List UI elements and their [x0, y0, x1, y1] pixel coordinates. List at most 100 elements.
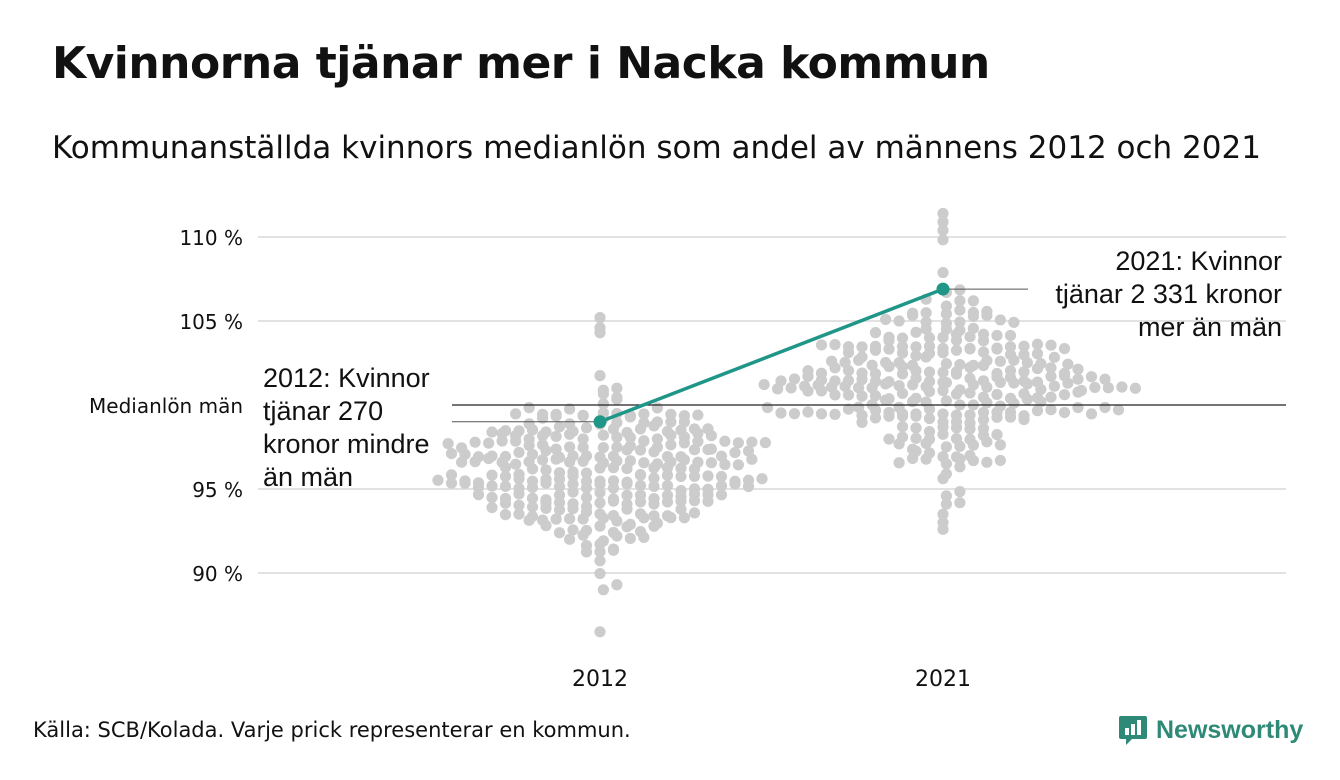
kommun-dot [567, 478, 579, 490]
kommun-dot [540, 502, 552, 514]
kommun-dot [954, 453, 966, 465]
reference-line-label: Medianlön män [89, 394, 243, 418]
kommun-dot [648, 480, 660, 492]
kommun-dot [1004, 329, 1017, 342]
kommun-dot [486, 469, 498, 481]
kommun-dot [1085, 371, 1098, 383]
kommun-dot [964, 343, 976, 355]
kommun-dot [967, 295, 979, 307]
kommun-dot [937, 523, 949, 535]
kommun-dot [513, 473, 525, 485]
kommun-dot [937, 331, 949, 343]
kommun-dot [994, 376, 1006, 388]
kommun-dot [732, 459, 744, 471]
kommun-dot [937, 266, 949, 279]
kommun-dot [829, 389, 841, 401]
kommun-dot [638, 512, 650, 524]
kommun-dot [577, 529, 589, 541]
kommun-dot [869, 327, 882, 339]
kommun-dot [883, 334, 895, 347]
kommun-dot [967, 455, 979, 467]
annotation-2012: 2012: Kvinnor tjänar 270 kronor mindre ä… [263, 362, 430, 494]
kommun-dot [1004, 411, 1017, 423]
kommun-dot [577, 410, 589, 422]
kommun-dot [611, 579, 623, 591]
kommun-dot [702, 495, 714, 507]
kommun-dot [991, 343, 1003, 355]
kommun-dot [896, 332, 909, 344]
kommun-dot [1045, 391, 1057, 403]
kommun-dot [954, 284, 966, 296]
kommun-dots [432, 207, 1141, 638]
annotation-2012-line: kronor mindre [263, 429, 430, 459]
kommun-dot [907, 309, 919, 322]
kommun-dot [910, 341, 922, 353]
source-note: Källa: SCB/Kolada. Varje prick represent… [33, 718, 631, 742]
kommun-dot [1058, 342, 1071, 355]
annotation-2021-line: tjänar 2 331 kronor [1055, 279, 1282, 309]
kommun-dot [594, 520, 606, 532]
x-tick-label: 2021 [915, 667, 971, 692]
annotation-2021-line: mer än män [1137, 312, 1282, 342]
kommun-dot [1072, 386, 1084, 398]
kommun-dot [923, 385, 936, 398]
kommun-dot [523, 514, 535, 526]
kommun-dot [802, 406, 814, 418]
kommun-dot [648, 420, 660, 432]
kommun-dot [537, 430, 549, 442]
kommun-dot [688, 507, 701, 519]
kommun-dot [607, 482, 620, 494]
x-tick-label: 2012 [572, 667, 628, 692]
kommun-dot [967, 310, 979, 322]
kommun-dot [678, 437, 690, 449]
kommun-dot [732, 437, 744, 449]
kommun-dot [950, 422, 963, 434]
kommun-dot [991, 411, 1003, 423]
kommun-dot [1058, 406, 1071, 419]
kommun-dot [981, 397, 993, 409]
kommun-dot [772, 383, 784, 395]
kommun-dot [967, 439, 979, 451]
kommun-dot [580, 482, 593, 494]
kommun-dot [580, 467, 593, 479]
kommun-dot [456, 456, 468, 468]
kommun-dot [607, 462, 620, 474]
kommun-dot [994, 454, 1006, 467]
nacka-point [593, 415, 607, 429]
kommun-dot [580, 491, 593, 504]
kommun-dot [611, 393, 623, 405]
kommun-dot [842, 346, 855, 359]
kommun-dot [499, 470, 512, 483]
kommun-dot [577, 455, 589, 467]
kommun-dot [937, 428, 949, 440]
kommun-dot [638, 408, 650, 420]
kommun-dot [869, 390, 882, 402]
kommun-dot [1045, 362, 1057, 374]
kommun-dot [594, 555, 606, 567]
kommun-dot [597, 398, 609, 410]
kommun-dot [688, 495, 701, 507]
kommun-dot [526, 501, 539, 513]
kommun-dot [567, 486, 579, 498]
kommun-dot [648, 520, 660, 532]
kommun-dot [594, 497, 606, 509]
y-tick-label: 110 % [179, 226, 243, 250]
kommun-dot [856, 390, 868, 402]
kommun-dot [594, 546, 606, 558]
kommun-dot [577, 441, 589, 453]
kommun-dot [910, 422, 922, 434]
kommun-dot [715, 480, 728, 492]
kommun-dot [510, 458, 522, 470]
kommun-dot [964, 331, 976, 343]
kommun-dot [702, 470, 714, 482]
kommun-dot [981, 309, 993, 322]
kommun-dot [842, 389, 855, 401]
kommun-dot [937, 508, 949, 520]
annotation-2021-line: 2021: Kvinnor [1115, 246, 1282, 276]
x-axis-tick-labels: 2012 2021 [572, 667, 971, 692]
kommun-dot [893, 438, 905, 450]
kommun-dot [634, 469, 647, 481]
kommun-dot [937, 408, 949, 420]
kommun-dot [523, 439, 535, 452]
